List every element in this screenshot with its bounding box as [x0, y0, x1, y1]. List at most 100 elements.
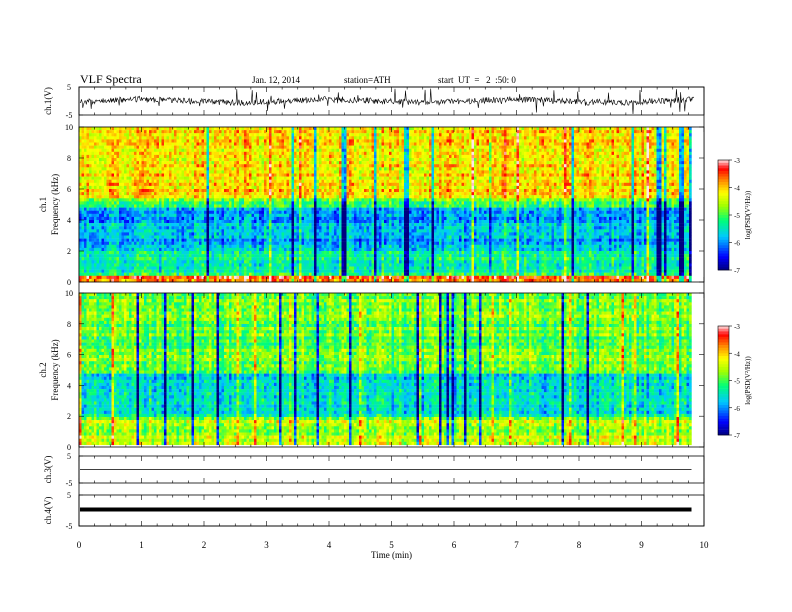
- spectrogram-cell: [532, 155, 535, 158]
- spectrogram-cell: [162, 174, 165, 177]
- spectrogram-cell: [347, 133, 350, 136]
- spectrogram-cell: [404, 143, 407, 146]
- spectrogram-cell: [622, 183, 625, 186]
- spectrogram-cell: [627, 180, 630, 183]
- spectrogram-cell: [354, 164, 357, 167]
- spectrogram-cell: [272, 133, 275, 136]
- spectrogram-cell: [239, 170, 242, 173]
- spectrogram-cell: [472, 183, 475, 186]
- spectrogram-cell: [229, 143, 232, 146]
- spectrogram-cell: [429, 164, 432, 167]
- spectrogram-cell: [499, 155, 502, 158]
- spectrogram-cell: [569, 146, 572, 149]
- spectrogram-cell: [644, 170, 647, 173]
- spectrogram-cell: [587, 127, 590, 130]
- spectrogram-cell: [164, 174, 167, 177]
- spectrogram-cell: [579, 127, 582, 130]
- spectrogram-cell: [114, 167, 117, 170]
- spectrogram-cell: [122, 155, 125, 158]
- spectrogram-cell: [287, 164, 290, 167]
- spectrogram-cell: [84, 167, 87, 170]
- spectrogram-cell: [667, 183, 670, 186]
- spectrogram-cell: [399, 146, 402, 149]
- spectrogram-cell: [159, 130, 162, 133]
- spectrogram-cell: [312, 143, 315, 146]
- spectrogram-cell: [512, 146, 515, 149]
- spectrogram-cell: [502, 130, 505, 133]
- spectrogram-cell: [194, 155, 197, 158]
- spectrogram-cell: [114, 161, 117, 164]
- spectrogram-cell: [312, 174, 315, 177]
- spectrogram-cell: [394, 180, 397, 183]
- spectrogram-cell: [567, 177, 570, 180]
- spectrogram-cell: [497, 127, 500, 130]
- spectrogram-cell: [357, 139, 360, 142]
- spectrogram-cell: [212, 139, 215, 142]
- spectrogram-cell: [124, 180, 127, 183]
- spectrogram-cell: [399, 139, 402, 142]
- spectrogram-cell: [564, 170, 567, 173]
- spectrogram-cell: [109, 161, 112, 164]
- spectrogram-cell: [512, 130, 515, 133]
- spectrogram-cell: [419, 186, 422, 189]
- spectrogram-cell: [79, 180, 82, 183]
- spectrogram-cell: [482, 174, 485, 177]
- spectrogram-cell: [87, 161, 90, 164]
- spectrogram-cell: [589, 130, 592, 133]
- spectrogram-cell: [267, 143, 270, 146]
- spectrogram-cell: [142, 180, 145, 183]
- spectrogram-cell: [572, 130, 575, 133]
- spectrogram-cell: [669, 152, 672, 155]
- spectrogram-cell: [534, 133, 537, 136]
- spectrogram-cell: [467, 170, 470, 173]
- spectrogram-cell: [92, 136, 95, 139]
- spectrogram-cell: [194, 139, 197, 142]
- spectrogram-cell: [554, 127, 557, 130]
- spectrogram-cell: [527, 167, 530, 170]
- spectrogram-cell: [237, 180, 240, 183]
- spectrogram-cell: [247, 149, 250, 152]
- spectrogram-cell: [559, 164, 562, 167]
- spectrogram-cell: [327, 167, 330, 170]
- spectrogram-cell: [299, 180, 302, 183]
- spectrogram-cell: [514, 146, 517, 149]
- spectrogram-cell: [437, 155, 440, 158]
- spectrogram-cell: [507, 139, 510, 142]
- spectrogram-cell: [534, 152, 537, 155]
- spectrogram-cell: [229, 170, 232, 173]
- spectrogram-cell: [352, 133, 355, 136]
- spectrogram-cell: [494, 167, 497, 170]
- spectrogram-cell: [449, 186, 452, 189]
- spectrogram-cell: [552, 130, 555, 133]
- spectrogram-cell: [687, 146, 690, 149]
- spectrogram-cell: [569, 186, 572, 189]
- spectrogram-cell: [544, 177, 547, 180]
- spectrogram-cell: [84, 158, 87, 161]
- spectrogram-cell: [679, 180, 682, 183]
- spectrogram-cell: [629, 155, 632, 158]
- spectrogram-cell: [614, 152, 617, 155]
- spectrogram-cell: [407, 180, 410, 183]
- spectrogram-cell: [287, 149, 290, 152]
- spectrogram-cell: [644, 152, 647, 155]
- spectrogram-cell: [204, 133, 207, 136]
- spectrogram-cell: [172, 164, 175, 167]
- spectrogram-cell: [387, 136, 390, 139]
- spectrogram-cell: [472, 167, 475, 170]
- spectrogram-cell: [517, 174, 520, 177]
- spectrogram-cell: [317, 180, 320, 183]
- spectrogram-cell: [194, 133, 197, 136]
- spectrogram-cell: [359, 167, 362, 170]
- spectrogram-cell: [509, 146, 512, 149]
- spectrogram-cell: [572, 143, 575, 146]
- spectrogram-cell: [642, 146, 645, 149]
- spectrogram-cell: [279, 170, 282, 173]
- spectrogram-cell: [604, 174, 607, 177]
- spectrogram-cell: [457, 158, 460, 161]
- spectrogram-cell: [452, 177, 455, 180]
- spectrogram-cell: [537, 180, 540, 183]
- spectrogram-cell: [132, 177, 135, 180]
- spectrogram-cell: [499, 127, 502, 130]
- spectrogram-cell: [319, 161, 322, 164]
- spectrogram-cell: [689, 180, 692, 183]
